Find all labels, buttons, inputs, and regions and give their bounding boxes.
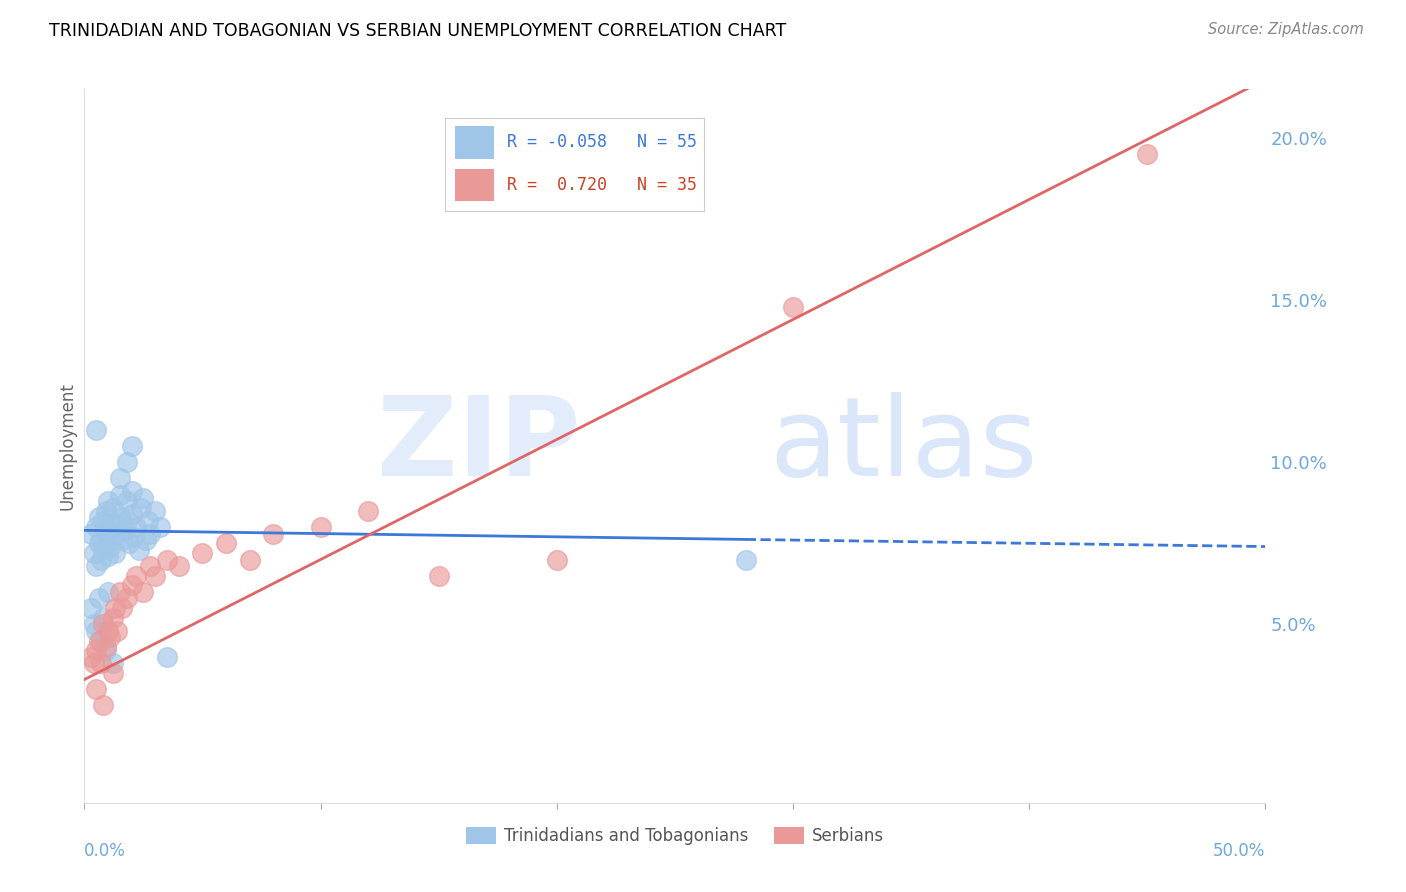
Point (80, 526, 103, 541)
Point (108, 510, 131, 524)
Point (80, 649, 103, 664)
Point (94, 640, 117, 654)
Point (143, 504, 166, 518)
Point (104, 601, 127, 615)
Point (98, 540, 121, 554)
Y-axis label: Unemployment: Unemployment (58, 382, 76, 510)
Legend: Trinidadians and Tobagonians, Serbians: Trinidadians and Tobagonians, Serbians (460, 820, 890, 852)
Point (132, 491, 155, 505)
Point (97, 549, 120, 564)
Point (111, 601, 134, 615)
Point (91, 514, 114, 528)
Point (94, 524, 117, 538)
Point (262, 526, 284, 541)
Point (143, 568, 166, 582)
Point (121, 484, 143, 499)
Point (94, 643, 117, 657)
Point (111, 533, 134, 547)
Point (135, 533, 157, 547)
Point (84, 423, 107, 437)
Point (121, 578, 143, 592)
Point (91, 542, 114, 557)
Point (87, 510, 110, 524)
Point (87, 591, 110, 606)
Point (239, 552, 262, 566)
Point (215, 536, 238, 550)
Point (84, 520, 107, 534)
Point (101, 611, 124, 625)
Text: 50.0%: 50.0% (1213, 842, 1265, 860)
Point (107, 526, 129, 541)
Point (121, 439, 143, 453)
Point (122, 530, 145, 544)
Point (156, 552, 179, 566)
Text: TRINIDADIAN AND TOBAGONIAN VS SERBIAN UNEMPLOYMENT CORRELATION CHART: TRINIDADIAN AND TOBAGONIAN VS SERBIAN UN… (49, 22, 786, 40)
Point (121, 507, 143, 521)
Point (139, 559, 162, 574)
Point (114, 524, 136, 538)
Text: Source: ZipAtlas.com: Source: ZipAtlas.com (1208, 22, 1364, 37)
Point (84, 643, 107, 657)
Point (87, 633, 110, 648)
Point (115, 494, 138, 508)
Point (427, 568, 450, 582)
Point (83, 546, 105, 560)
Point (129, 500, 152, 515)
Point (101, 500, 124, 515)
Point (1136, 147, 1159, 161)
Point (101, 666, 124, 681)
Point (115, 591, 138, 606)
Point (118, 536, 141, 550)
Point (84, 624, 107, 638)
Point (91, 698, 114, 713)
Point (132, 585, 155, 599)
Point (125, 520, 148, 534)
Point (97, 494, 120, 508)
Point (87, 536, 110, 550)
Point (108, 471, 131, 485)
Point (91, 611, 114, 625)
Point (84, 682, 107, 697)
Text: atlas: atlas (769, 392, 1038, 500)
Point (107, 624, 129, 638)
Point (80, 601, 103, 615)
Point (101, 657, 124, 671)
Point (139, 526, 162, 541)
Point (101, 520, 124, 534)
Point (125, 568, 148, 582)
Point (97, 530, 120, 544)
Point (90, 633, 112, 648)
Point (90, 552, 112, 566)
Point (83, 617, 105, 632)
Point (357, 504, 380, 518)
Point (546, 552, 568, 566)
Point (94, 504, 117, 518)
Point (734, 552, 756, 566)
Point (136, 514, 159, 528)
Point (90, 533, 112, 547)
Text: ZIP: ZIP (377, 392, 581, 500)
Point (128, 542, 150, 557)
Point (309, 520, 332, 534)
Point (108, 585, 131, 599)
Point (91, 617, 114, 632)
Point (90, 657, 112, 671)
Point (104, 516, 127, 531)
Point (97, 585, 120, 599)
Point (149, 520, 172, 534)
Text: 0.0%: 0.0% (84, 842, 127, 860)
Point (782, 300, 804, 314)
Point (97, 624, 120, 638)
Point (104, 546, 127, 560)
Point (115, 455, 138, 469)
Point (156, 649, 179, 664)
Point (115, 514, 138, 528)
Point (84, 559, 107, 574)
Point (108, 488, 131, 502)
Point (83, 657, 105, 671)
Point (191, 546, 214, 560)
Point (98, 631, 121, 645)
Point (167, 559, 190, 574)
